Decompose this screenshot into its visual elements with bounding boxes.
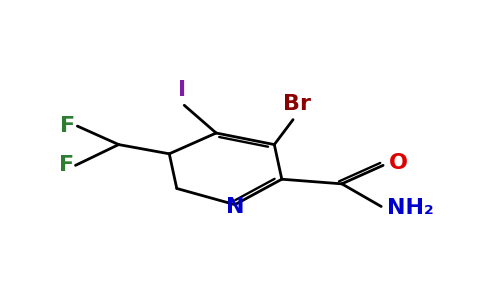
Text: O: O bbox=[389, 153, 408, 173]
Text: F: F bbox=[60, 116, 76, 136]
Text: N: N bbox=[226, 197, 244, 217]
Text: NH₂: NH₂ bbox=[387, 198, 434, 218]
Text: F: F bbox=[59, 155, 74, 176]
Text: Br: Br bbox=[283, 94, 311, 114]
Text: I: I bbox=[178, 80, 186, 100]
